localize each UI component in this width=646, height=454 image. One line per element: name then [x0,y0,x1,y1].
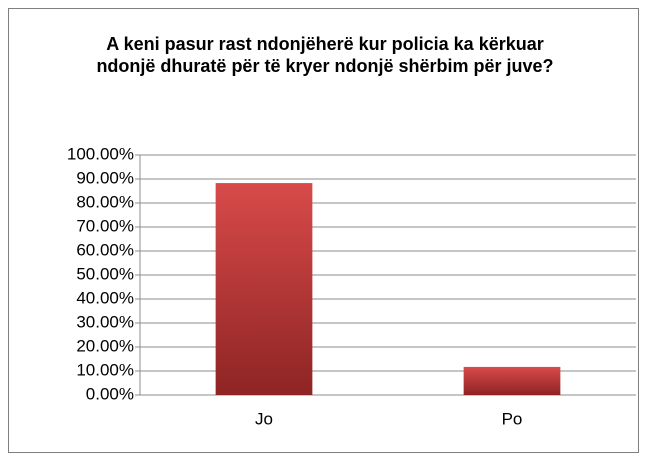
y-tick-label: 10.00% [76,360,134,379]
chart-title: A keni pasur rast ndonjëherë kur policia… [96,34,554,76]
x-tick-label: Jo [255,409,273,428]
bar [215,183,313,395]
y-tick-label: 70.00% [76,216,134,235]
y-tick-label: 30.00% [76,312,134,331]
y-tick-label: 100.00% [67,144,134,163]
y-tick-label: 20.00% [76,336,134,355]
y-tick-label: 80.00% [76,192,134,211]
y-tick-label: 0.00% [86,384,134,403]
y-tick-label: 40.00% [76,288,134,307]
y-tick-label: 50.00% [76,264,134,283]
y-tick-label: 60.00% [76,240,134,259]
bar [463,366,561,395]
x-tick-label: Po [502,409,523,428]
y-tick-label: 90.00% [76,168,134,187]
